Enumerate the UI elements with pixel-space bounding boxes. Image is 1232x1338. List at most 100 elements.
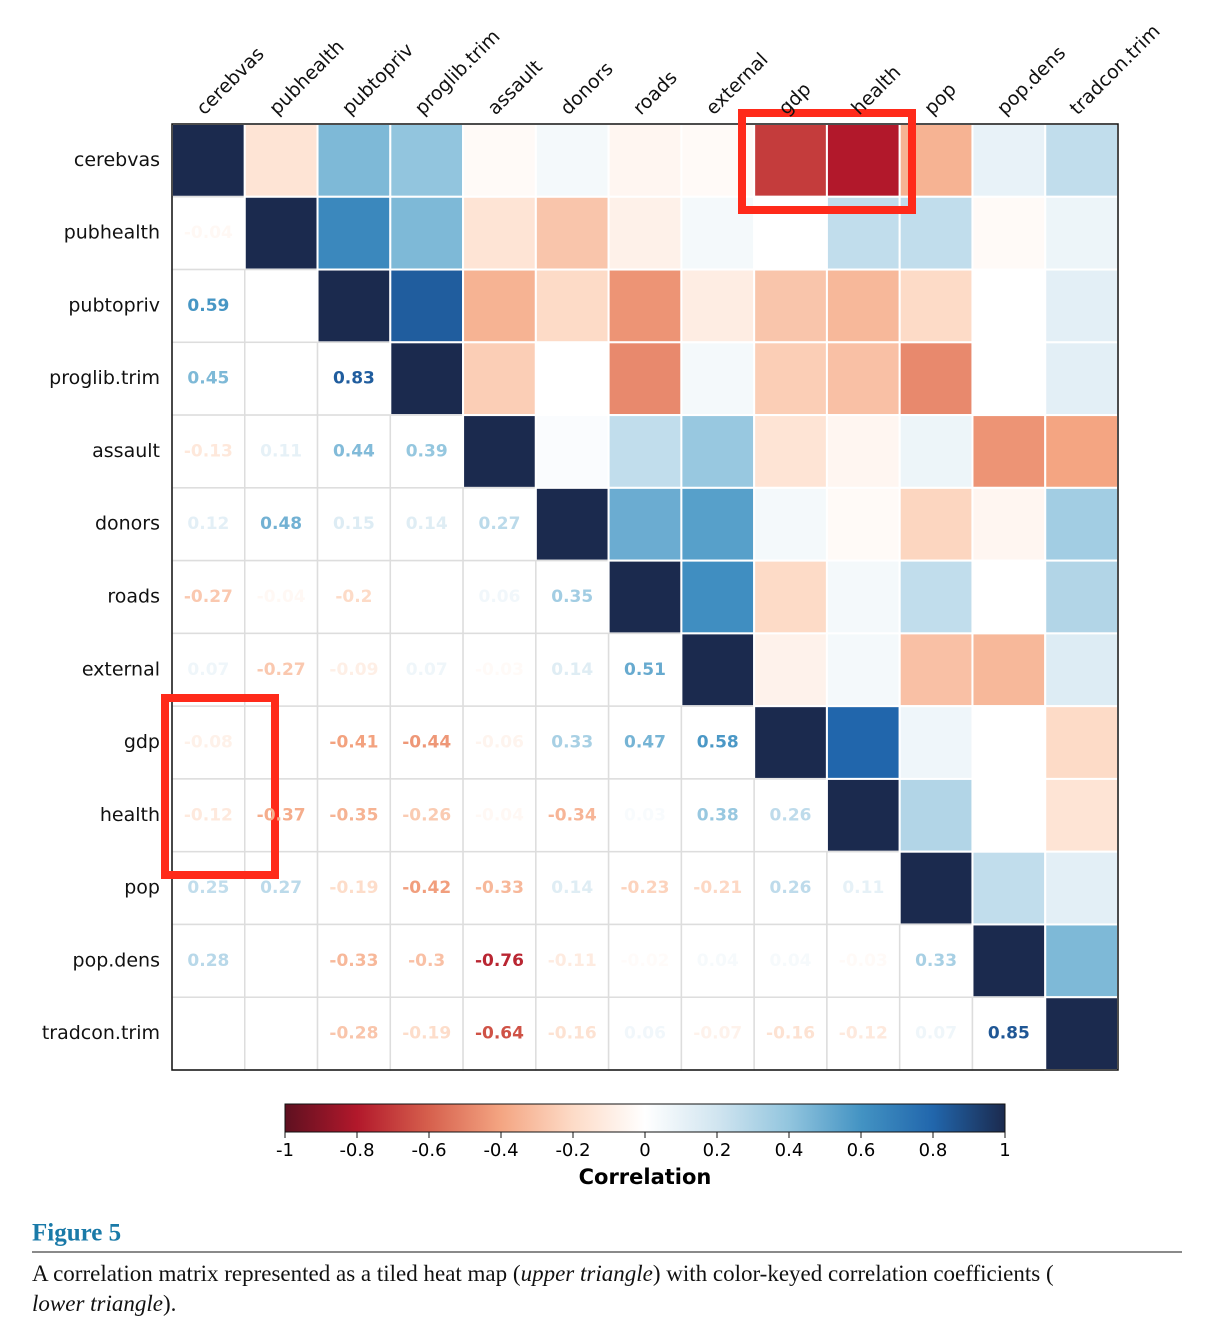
- column-label: donors: [556, 58, 618, 120]
- colorbar-tick-label: -0.8: [339, 1140, 374, 1161]
- value-label: -0.28: [329, 1024, 378, 1044]
- value-label: -0.41: [329, 733, 378, 753]
- empty-cell: [607, 996, 683, 1071]
- matrix-border: [171, 123, 1119, 1071]
- value-label: 0.48: [260, 514, 302, 534]
- figure-label: Figure 5: [32, 1220, 121, 1247]
- empty-cell: [607, 705, 683, 780]
- value-label: -0.42: [402, 878, 451, 898]
- heat-cell: [825, 268, 901, 344]
- caption-text: upper triangle: [521, 1261, 653, 1286]
- value-label: -0.12: [839, 1024, 888, 1044]
- heat-cell: [1044, 414, 1119, 489]
- heat-cell: [316, 195, 392, 271]
- heat-cell: [534, 341, 610, 417]
- colorbar-tick-label: 1: [999, 1140, 1010, 1161]
- colorbar-tick-label: 0.8: [919, 1140, 948, 1161]
- value-label: -0.04: [257, 587, 306, 607]
- colorbar-tick-label: 0.6: [847, 1140, 876, 1161]
- empty-cell: [462, 923, 537, 998]
- empty-cell: [244, 850, 319, 926]
- empty-cell: [244, 414, 319, 489]
- heat-cell: [971, 559, 1047, 635]
- empty-cell: [244, 705, 319, 780]
- row-label: roads: [107, 586, 160, 608]
- value-label: -0.11: [548, 951, 597, 971]
- row-label: pubtopriv: [68, 294, 160, 316]
- empty-cell: [316, 487, 392, 562]
- heat-cell: [898, 486, 974, 562]
- value-label: -0.08: [184, 733, 233, 753]
- heat-cell: [1044, 268, 1119, 344]
- heat-cell: [971, 705, 1047, 780]
- heat-cell: [971, 195, 1047, 271]
- value-label: 0.04: [697, 951, 739, 971]
- empty-cell: [753, 996, 828, 1071]
- colorbar-tick-label: 0.4: [775, 1140, 804, 1161]
- heat-cell: [1044, 195, 1119, 271]
- empty-cell: [316, 341, 392, 416]
- heat-cell: [534, 195, 610, 271]
- empty-cell: [244, 778, 319, 853]
- highlight-box: [161, 694, 279, 879]
- heat-cell: [389, 341, 465, 417]
- column-label: tradcon.trim: [1065, 20, 1164, 119]
- empty-cell: [826, 996, 901, 1071]
- heat-cell: [462, 195, 537, 271]
- value-label: -0.06: [475, 733, 524, 753]
- value-label: 0.59: [187, 296, 229, 316]
- value-label: -0.44: [402, 733, 451, 753]
- heat-cell: [680, 414, 756, 489]
- heat-cell: [680, 268, 756, 344]
- heat-cell: [753, 486, 828, 562]
- colorbar-tick-label: -0.2: [555, 1140, 590, 1161]
- heat-cell: [1044, 705, 1119, 780]
- empty-cell: [462, 996, 537, 1071]
- value-label: -0.33: [329, 951, 378, 971]
- heat-cell: [316, 268, 392, 344]
- empty-cell: [171, 778, 246, 853]
- empty-cell: [680, 778, 755, 853]
- heat-cell: [680, 559, 756, 635]
- caption-text: lower triangle: [32, 1291, 163, 1316]
- column-label: roads: [629, 67, 682, 120]
- value-label: 0.33: [551, 733, 593, 753]
- heat-cell: [753, 559, 828, 635]
- heat-cell: [971, 268, 1047, 344]
- value-label: 0.85: [988, 1024, 1030, 1044]
- heat-cell: [534, 414, 610, 489]
- heat-cell: [753, 705, 828, 780]
- value-label: 0.51: [624, 660, 666, 680]
- value-label: 0.14: [406, 514, 448, 534]
- heat-cell: [971, 777, 1047, 853]
- empty-cell: [680, 850, 755, 926]
- heat-cell: [1044, 850, 1119, 926]
- heat-cell: [825, 559, 901, 635]
- heat-cell: [825, 632, 901, 708]
- value-label: -0.27: [184, 587, 233, 607]
- empty-cell: [316, 559, 392, 635]
- heat-cell: [534, 486, 610, 562]
- heat-cell: [607, 268, 683, 344]
- heat-cell: [898, 559, 974, 635]
- heat-cell: [389, 268, 465, 344]
- colorbar-label: Correlation: [579, 1165, 712, 1189]
- heat-cell: [389, 123, 465, 198]
- empty-cell: [244, 559, 319, 635]
- empty-cell: [389, 487, 464, 562]
- caption-text: A correlation matrix represented as a ti…: [32, 1261, 521, 1286]
- value-label: -0.12: [184, 805, 233, 825]
- colorbar-tick-label: -0.4: [483, 1140, 518, 1161]
- value-label: 0.27: [478, 514, 520, 534]
- heat-cell: [898, 632, 974, 708]
- row-label: cerebvas: [74, 149, 160, 171]
- empty-cell: [462, 487, 537, 562]
- value-label: 0.04: [770, 951, 812, 971]
- heat-cell: [753, 123, 828, 198]
- value-label: -0.16: [548, 1024, 597, 1044]
- heat-cell: [534, 123, 610, 198]
- colorbar-tick-label: -0.6: [411, 1140, 446, 1161]
- heat-cell: [1044, 632, 1119, 708]
- empty-cell: [680, 996, 755, 1071]
